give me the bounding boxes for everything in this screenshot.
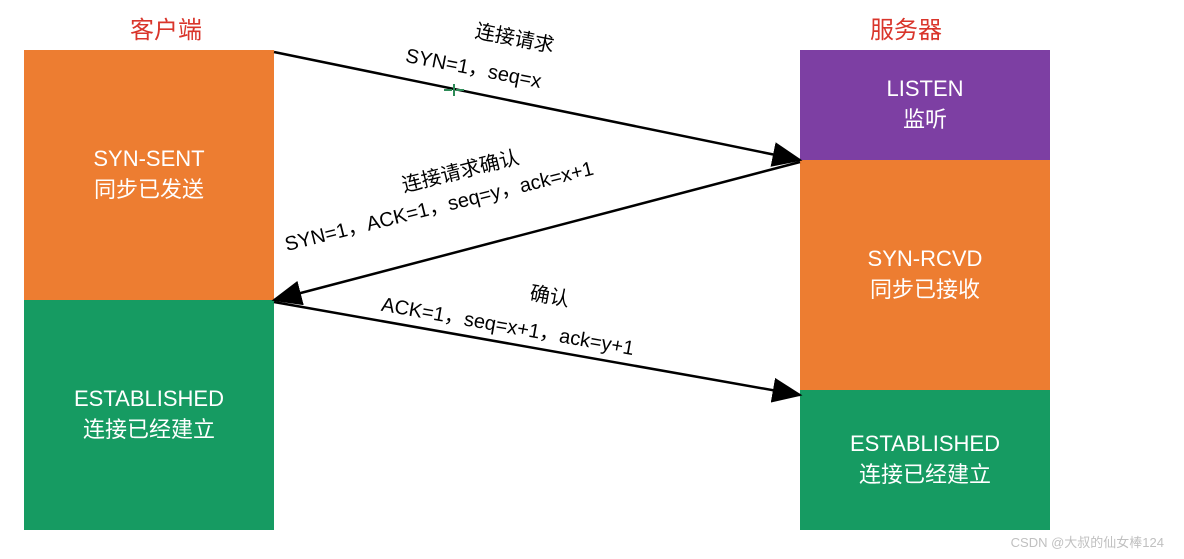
client-column: SYN-SENT 同步已发送 ESTABLISHED 连接已经建立: [24, 50, 274, 530]
server-state-listen: LISTEN 监听: [800, 50, 1050, 160]
watermark: CSDN @大叔的仙女棒124: [1011, 532, 1164, 551]
state-sub: 监听: [903, 105, 947, 136]
server-header: 服务器: [870, 10, 942, 45]
client-state-syn-sent: SYN-SENT 同步已发送: [24, 50, 274, 300]
state-name: SYN-SENT: [93, 144, 204, 175]
state-name: LISTEN: [886, 74, 963, 105]
cursor-mark: [444, 84, 464, 96]
client-header: 客户端: [130, 10, 202, 45]
state-name: ESTABLISHED: [74, 384, 224, 415]
arrow-3-title: 确认: [528, 277, 572, 313]
state-sub: 连接已经建立: [83, 415, 215, 446]
server-column: LISTEN 监听 SYN-RCVD 同步已接收 ESTABLISHED 连接已…: [800, 50, 1050, 530]
state-sub: 同步已接收: [870, 275, 980, 306]
server-state-established: ESTABLISHED 连接已经建立: [800, 390, 1050, 530]
state-name: SYN-RCVD: [868, 244, 983, 275]
state-sub: 连接已经建立: [859, 460, 991, 491]
arrow-1-title: 连接请求: [473, 15, 557, 59]
state-name: ESTABLISHED: [850, 429, 1000, 460]
server-state-syn-rcvd: SYN-RCVD 同步已接收: [800, 160, 1050, 390]
state-sub: 同步已发送: [94, 175, 204, 206]
arrow-3-detail: ACK=1，seq=x+1，ack=y+1: [379, 288, 636, 361]
client-state-established: ESTABLISHED 连接已经建立: [24, 300, 274, 530]
